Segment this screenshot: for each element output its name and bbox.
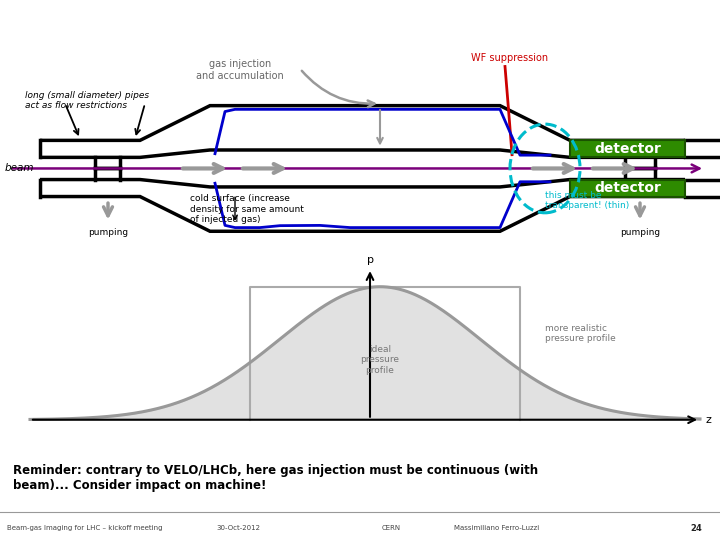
Text: cold surface (increase
density for same amount
of injected gas): cold surface (increase density for same … [190,194,304,224]
Text: this must be
transparent! (thin): this must be transparent! (thin) [545,191,629,210]
Text: detector: detector [594,142,661,156]
Text: Massimiliano Ferro-Luzzi: Massimiliano Ferro-Luzzi [454,525,539,531]
Text: more realistic
pressure profile: more realistic pressure profile [545,323,616,343]
Text: p: p [366,254,374,265]
Text: pumping: pumping [88,227,128,237]
Text: gas injection
and accumulation: gas injection and accumulation [196,59,284,80]
Text: Gas target (sketch!!): Gas target (sketch!!) [13,15,276,35]
Text: 24: 24 [690,524,702,532]
Text: CERN: CERN [382,525,401,531]
Text: WF suppression: WF suppression [472,53,549,63]
Text: Beam-gas Imaging for LHC – kickoff meeting: Beam-gas Imaging for LHC – kickoff meeti… [7,525,163,531]
Text: detector: detector [594,181,661,195]
Text: ideal
pressure
profile: ideal pressure profile [361,345,400,375]
Text: long (small diameter) pipes
act as flow restrictions: long (small diameter) pipes act as flow … [25,91,149,110]
FancyBboxPatch shape [570,179,685,197]
Text: z: z [705,415,711,425]
Text: pumping: pumping [620,227,660,237]
Text: Reminder: contrary to VELO/LHCb, here gas injection must be continuous (with
bea: Reminder: contrary to VELO/LHCb, here ga… [13,464,538,492]
FancyBboxPatch shape [570,140,685,157]
Text: beam: beam [5,164,35,173]
Text: 30-Oct-2012: 30-Oct-2012 [216,525,260,531]
